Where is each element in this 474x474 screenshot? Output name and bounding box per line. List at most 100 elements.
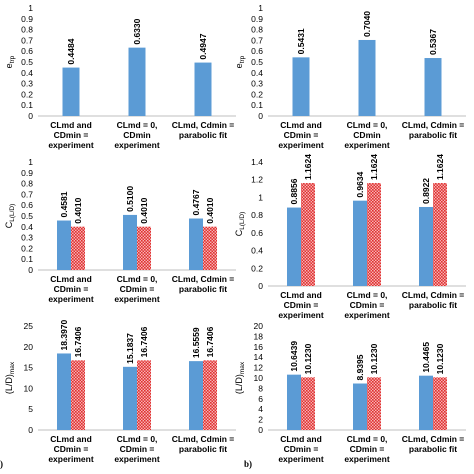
y-tick-label: 0.7	[21, 189, 33, 199]
category-label: CLmd and CDmin = experiment	[278, 120, 324, 150]
category-label: CLmd, Cdmin = parabolic fit	[172, 274, 235, 294]
bar-series-1	[123, 214, 137, 270]
chart-panel-2: 00.10.20.30.40.50.60.70.80.91 etrp 0.5431 0…	[234, 3, 466, 150]
data-label: 0.4010	[139, 197, 149, 223]
chart-panel-4: 0 0.2 0.4 0.6 0.8 1 1.2 1.4 CL(L/D) 0.8856 0.9634 0…	[234, 154, 466, 320]
y-tick-label: 0	[28, 265, 33, 275]
y-tick-label: 0.9	[21, 168, 33, 178]
bar-series-1	[57, 353, 71, 430]
bar-series-2	[367, 377, 381, 430]
category-label: CLmd = 0, CDmin = experiment	[114, 434, 160, 464]
data-label: 10.1230	[369, 343, 379, 374]
panel-label-b: b)	[244, 459, 253, 469]
chart-panel-5: 0 5 10 15 20 25 (L/D)max 18.3970 15.1837 16.5559 1…	[4, 319, 236, 464]
y-tick-label: 20	[254, 321, 264, 331]
category-label: CLmd and CDmin = experiment	[278, 290, 324, 320]
y-tick-label: 0.8	[21, 179, 33, 189]
category-label: CLmd, Cdmin = parabolic fit	[402, 120, 465, 140]
y-tick-label: 5	[28, 404, 33, 414]
bar-series-1	[123, 366, 137, 430]
y-axis-label: etrp	[4, 55, 16, 68]
y-tick-label: 6	[258, 394, 263, 404]
y-tick-label: 0.2	[251, 263, 263, 273]
y-tick-label: 12	[254, 363, 264, 373]
y-tick-label: 0.7	[21, 35, 33, 45]
data-label: 16.7406	[205, 326, 215, 357]
y-tick-label: 0.2	[21, 243, 33, 253]
bar-series-2	[301, 377, 315, 430]
y-tick-label: 0.1	[251, 100, 263, 110]
y-tick-label: 0.6	[21, 200, 33, 210]
y-tick-label: 0.3	[21, 233, 33, 243]
y-tick-label: 14	[254, 352, 264, 362]
y-tick-label: 0.8	[251, 25, 263, 35]
y-tick-label: 0.4	[251, 246, 263, 256]
data-label: 0.4010	[205, 197, 215, 223]
data-label: 0.4484	[66, 38, 76, 64]
bar-series-2	[367, 183, 381, 286]
y-tick-label: 0.4	[21, 222, 33, 232]
data-label: 15.1837	[125, 333, 135, 364]
y-tick-label: 0	[28, 111, 33, 121]
chart-panel-3: 00.10.20.30.40.50.60.70.80.91 CL(L/D) 0.45…	[4, 157, 236, 304]
y-tick-label: 0.5	[21, 211, 33, 221]
data-label: 10.1230	[435, 343, 445, 374]
category-label: CLmd = 0, CDmin = experiment	[114, 274, 160, 304]
data-label: 0.4581	[59, 191, 69, 217]
bar-series-2	[137, 360, 151, 430]
data-label: 8.9395	[355, 354, 365, 380]
data-label: 0.8922	[421, 178, 431, 204]
y-tick-label: 1.4	[251, 157, 263, 167]
bar-series-1	[287, 207, 301, 286]
bar-series-1	[62, 67, 80, 116]
bar-series-1	[57, 220, 71, 270]
bar-series-1	[358, 39, 376, 116]
y-axis-label: etrp	[234, 55, 246, 68]
y-tick-label: 0	[258, 281, 263, 291]
y-axis-label: CL(L/D)	[234, 212, 246, 237]
bar-series-2	[71, 360, 85, 430]
bar-series-2	[71, 226, 85, 270]
data-label: 10.1230	[303, 343, 313, 374]
data-label: 0.5367	[428, 29, 438, 55]
y-tick-label: 8	[258, 383, 263, 393]
data-label: 10.6439	[289, 341, 299, 372]
data-label: 0.5100	[125, 186, 135, 212]
y-tick-label: 0	[28, 425, 33, 435]
data-label: 10.4465	[421, 342, 431, 373]
y-axis-label: CL(L/D)	[4, 204, 16, 229]
bar-series-1	[424, 58, 442, 116]
category-label: CLmd and CDmin = experiment	[278, 434, 324, 464]
category-label: CLmd = 0, CDmin = experiment	[344, 290, 390, 320]
data-label: 1.1624	[303, 154, 313, 180]
y-tick-label: 0.6	[21, 46, 33, 56]
y-tick-label: 16	[254, 342, 264, 352]
y-tick-label: 0.2	[251, 89, 263, 99]
y-tick-label: 1	[28, 3, 33, 13]
bar-series-2	[203, 360, 217, 430]
y-axis-label: (L/D)max	[234, 361, 246, 394]
category-label: CLmd = 0, CDmin experiment	[114, 120, 160, 150]
y-tick-label: 0.3	[251, 79, 263, 89]
category-label: CLmd, Cdmin = parabolic fit	[402, 434, 465, 454]
bar-series-1	[419, 375, 433, 430]
y-tick-label: 0.1	[21, 254, 33, 264]
y-tick-label: 0.9	[21, 14, 33, 24]
y-tick-label: 0.6	[251, 46, 263, 56]
y-tick-label: 1.2	[251, 175, 263, 185]
data-label: 16.7406	[73, 326, 83, 357]
y-tick-label: 0.8	[21, 25, 33, 35]
bar-series-2	[203, 226, 217, 270]
y-tick-label: 10	[254, 373, 264, 383]
data-label: 0.9634	[355, 171, 365, 197]
category-label: CLmd and CDmin = experiment	[48, 120, 94, 150]
y-tick-label: 1	[258, 192, 263, 202]
bar-series-1	[189, 218, 203, 270]
data-label: 0.8856	[289, 178, 299, 204]
data-label: 16.7406	[139, 326, 149, 357]
bar-series-1	[128, 47, 146, 116]
data-label: 0.6330	[132, 18, 142, 44]
category-label: CLmd = 0, CDmin = experiment	[344, 434, 390, 464]
data-label: 16.5559	[191, 327, 201, 358]
